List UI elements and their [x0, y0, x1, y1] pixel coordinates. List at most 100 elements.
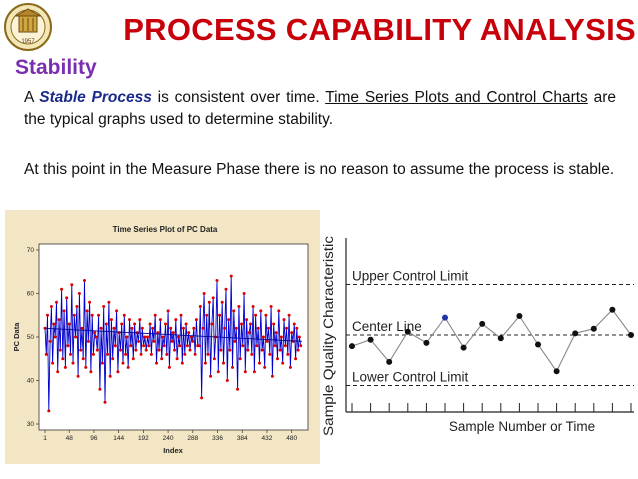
data-point — [77, 292, 81, 295]
data-point — [60, 287, 64, 291]
data-point — [88, 300, 92, 304]
control-data-point — [460, 344, 467, 351]
data-point — [268, 352, 272, 356]
data-point — [292, 322, 296, 326]
control-data-point — [572, 330, 579, 337]
control-data-point — [497, 335, 504, 342]
control-limit-label: Center Line — [352, 319, 422, 334]
data-point — [147, 344, 151, 348]
data-point — [66, 344, 70, 348]
control-chart: Sample Quality Characteristic Upper Cont… — [322, 236, 634, 436]
data-point — [201, 326, 205, 330]
data-point — [222, 361, 225, 365]
data-point — [185, 344, 189, 348]
data-point — [128, 318, 131, 322]
x-tick-label: 1 — [43, 435, 47, 442]
data-point — [241, 344, 245, 348]
data-point — [148, 322, 152, 326]
data-point — [86, 339, 90, 343]
data-point — [267, 326, 270, 330]
data-point — [90, 313, 94, 317]
y-tick-label: 70 — [27, 247, 35, 254]
data-point — [161, 335, 165, 339]
data-point — [99, 326, 103, 330]
data-point — [115, 309, 119, 313]
data-point — [83, 279, 86, 282]
x-tick-label: 384 — [237, 435, 248, 442]
p1-part-b: is consistent over time. — [151, 89, 326, 106]
data-point — [242, 292, 246, 295]
data-point — [58, 348, 62, 352]
data-point — [107, 300, 111, 304]
x-tick-label: 240 — [163, 435, 174, 442]
data-point — [165, 352, 169, 356]
data-point — [100, 361, 104, 365]
data-point — [203, 361, 207, 365]
data-point — [288, 365, 292, 369]
data-point — [49, 305, 53, 308]
data-point — [188, 348, 192, 352]
data-point — [57, 318, 61, 322]
data-point — [103, 400, 107, 404]
data-point — [143, 335, 147, 339]
data-point — [129, 344, 133, 348]
data-point — [156, 331, 160, 335]
data-point — [67, 322, 71, 326]
data-point — [137, 339, 140, 343]
data-point — [182, 326, 185, 330]
control-data-point — [386, 358, 393, 365]
data-point — [113, 344, 117, 348]
data-point — [91, 352, 95, 356]
data-point — [130, 326, 134, 330]
data-point — [94, 335, 98, 339]
data-point — [210, 322, 214, 326]
data-point — [106, 352, 110, 356]
control-data-point — [404, 328, 411, 335]
p1-part-a: A — [24, 89, 40, 106]
control-data-point — [349, 343, 355, 350]
data-point — [46, 313, 49, 317]
y-tick-label: 60 — [27, 291, 35, 298]
data-point — [294, 357, 298, 361]
y-axis-label: PC Data — [12, 322, 21, 352]
x-tick-label: 192 — [138, 435, 149, 442]
data-point — [261, 335, 265, 339]
data-point — [220, 300, 224, 304]
data-point — [191, 339, 195, 343]
data-point — [109, 318, 113, 322]
control-data-point — [609, 306, 616, 313]
control-x-axis-label: Sample Number or Time — [449, 419, 595, 434]
data-point — [126, 365, 130, 369]
data-point — [216, 370, 220, 374]
paragraph-stable-process: A Stable Process is consistent over time… — [24, 87, 616, 131]
data-point — [174, 318, 178, 322]
p1-part-c: are the typical graphs used to determine… — [24, 89, 616, 128]
data-point — [246, 348, 250, 352]
data-point — [194, 318, 198, 322]
charts-link[interactable]: Time Series Plots and Control Charts — [325, 89, 588, 106]
data-point — [133, 322, 137, 326]
data-point — [102, 305, 106, 308]
data-point — [112, 326, 116, 330]
data-point — [170, 339, 174, 343]
data-point — [51, 361, 55, 365]
data-point — [63, 365, 67, 369]
control-x-ticks — [351, 403, 632, 412]
data-point — [98, 387, 102, 391]
data-point — [139, 352, 143, 356]
control-data-point — [553, 368, 560, 375]
data-point — [251, 305, 255, 308]
data-point — [76, 374, 80, 378]
data-point — [287, 313, 291, 317]
data-point — [265, 339, 269, 343]
data-point — [79, 348, 83, 352]
data-point — [97, 313, 101, 317]
data-point — [260, 348, 264, 352]
data-point — [290, 331, 294, 335]
logo-year: 1957 — [21, 39, 35, 45]
data-point — [209, 374, 213, 378]
data-point — [173, 348, 176, 352]
data-point — [160, 357, 164, 361]
data-point — [89, 370, 93, 374]
data-point — [277, 309, 281, 313]
